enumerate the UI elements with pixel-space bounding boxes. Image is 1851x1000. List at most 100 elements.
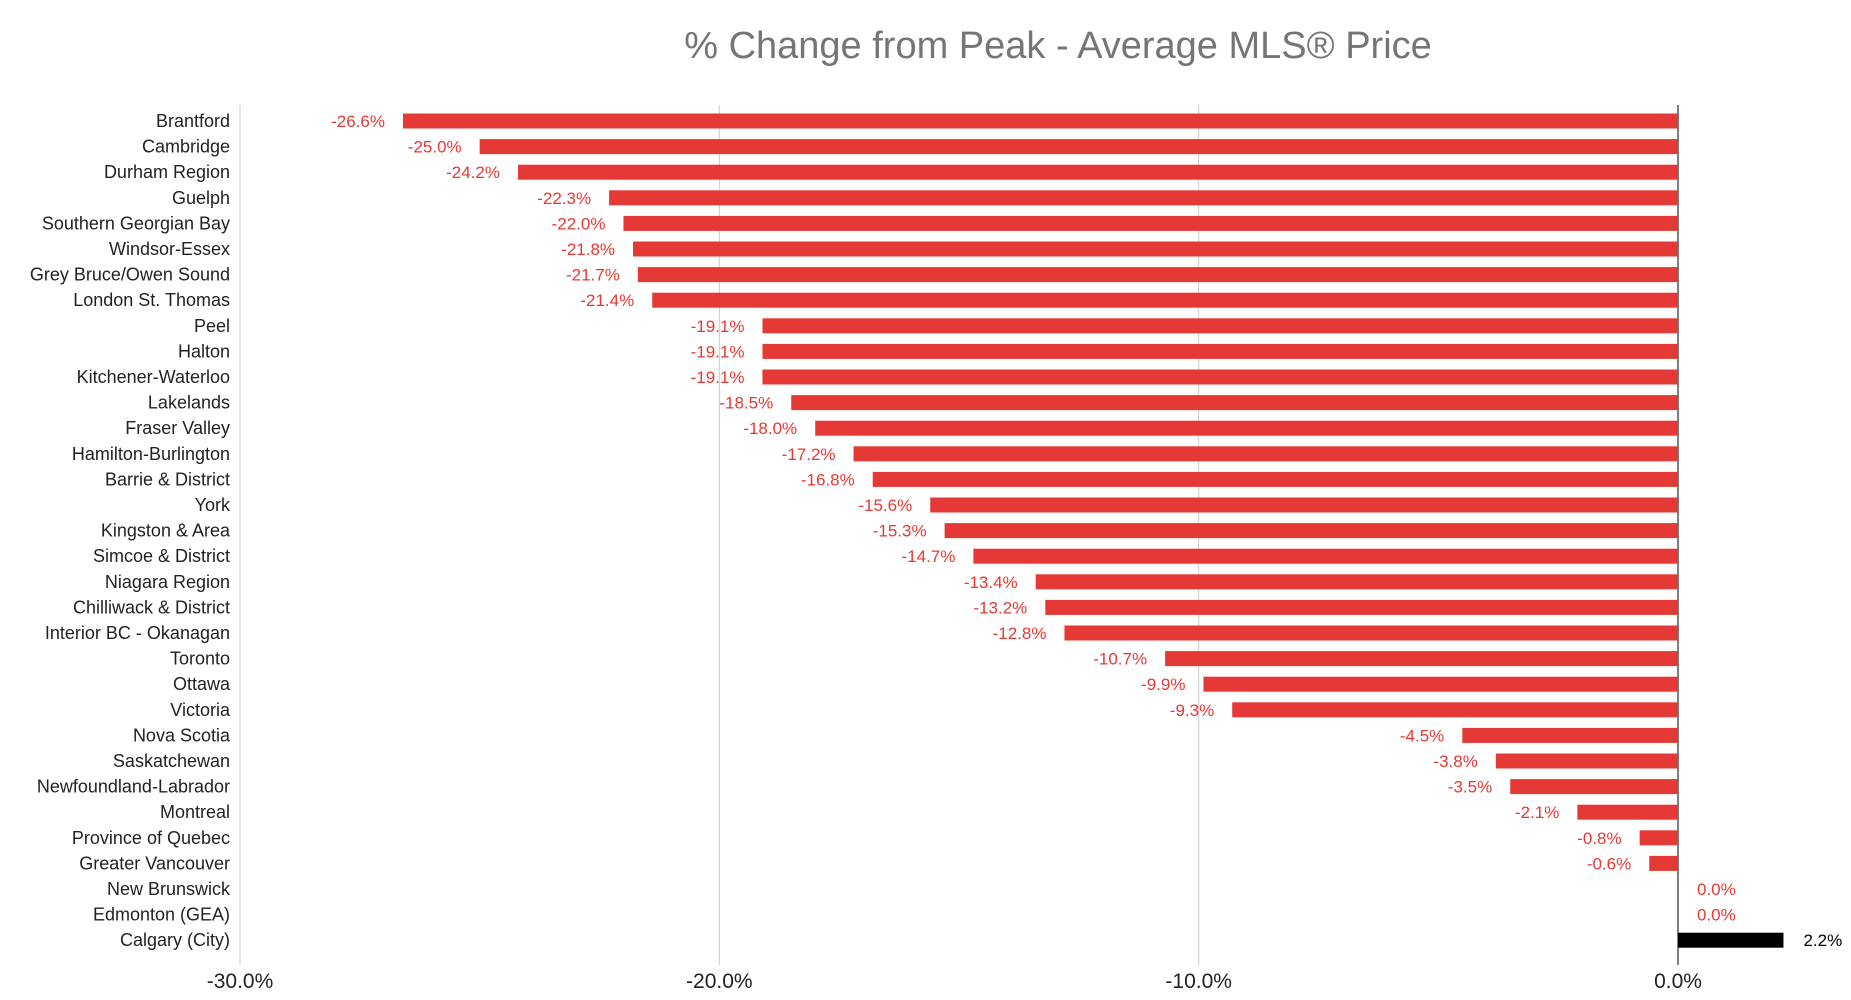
data-label: -15.3% (873, 522, 927, 541)
category-label: Southern Georgian Bay (42, 213, 230, 233)
data-label: -21.8% (561, 240, 615, 259)
category-label: Fraser Valley (125, 418, 230, 438)
category-label: London St. Thomas (73, 290, 230, 310)
category-label: Kitchener-Waterloo (77, 367, 230, 387)
category-label: Toronto (170, 649, 230, 669)
category-label: Greater Vancouver (79, 853, 230, 873)
category-label: Victoria (170, 700, 231, 720)
bar (1678, 932, 1784, 948)
x-tick-label: -20.0% (686, 970, 753, 993)
x-tick-label: 0.0% (1654, 970, 1702, 993)
category-label: Saskatchewan (113, 751, 230, 771)
bar (623, 215, 1678, 231)
bar (1649, 855, 1678, 871)
data-label: 2.2% (1803, 931, 1842, 950)
data-label: -13.4% (964, 573, 1018, 592)
data-label: -10.7% (1093, 650, 1147, 669)
data-label: -15.6% (858, 496, 912, 515)
bars (402, 113, 1784, 948)
data-label: -2.1% (1515, 803, 1559, 822)
data-label: -3.5% (1448, 778, 1492, 797)
data-label: -0.8% (1577, 829, 1621, 848)
category-label: Ottawa (173, 674, 231, 694)
category-label: Peel (194, 316, 230, 336)
bar (815, 420, 1678, 436)
bar (1639, 830, 1678, 846)
data-label: -3.8% (1433, 752, 1477, 771)
data-label: -22.0% (552, 214, 606, 233)
bar (637, 267, 1678, 283)
data-label: -13.2% (973, 598, 1027, 617)
bar (1035, 574, 1678, 590)
bar (944, 523, 1678, 539)
data-label: -9.9% (1141, 675, 1185, 694)
bar (479, 139, 1679, 155)
bar (1510, 779, 1678, 795)
category-label: York (195, 495, 231, 515)
data-label: -19.1% (691, 317, 745, 336)
data-label: -12.8% (993, 624, 1047, 643)
bar (1462, 727, 1678, 743)
bar (1203, 676, 1678, 692)
data-label: -21.7% (566, 266, 620, 285)
category-label: Montreal (160, 802, 230, 822)
chart-title: % Change from Peak - Average MLS® Price (684, 25, 1432, 67)
data-label: -9.3% (1170, 701, 1214, 720)
category-label: Simcoe & District (93, 546, 230, 566)
x-tick-label: -10.0% (1165, 970, 1232, 993)
bar (853, 446, 1678, 462)
bar (930, 497, 1678, 513)
data-label: -17.2% (782, 445, 836, 464)
category-label: Windsor-Essex (109, 239, 230, 259)
labels: -30.0% -20.0% -10.0% 0.0% Brantford -26.6% Cam… (30, 111, 1842, 993)
data-label: -14.7% (902, 547, 956, 566)
bar (402, 113, 1678, 129)
category-label: Nova Scotia (133, 725, 231, 745)
bar (1165, 651, 1678, 667)
bar (1232, 702, 1678, 718)
data-label: -4.5% (1400, 726, 1444, 745)
bar (1064, 625, 1678, 641)
category-label: Brantford (156, 111, 230, 131)
bar (652, 292, 1678, 308)
category-label: Province of Quebec (72, 828, 230, 848)
data-label: 0.0% (1697, 880, 1736, 899)
data-label: -16.8% (801, 470, 855, 489)
category-label: Hamilton-Burlington (72, 444, 230, 464)
category-label: Grey Bruce/Owen Sound (30, 265, 230, 285)
bar (518, 164, 1678, 180)
bar (762, 318, 1678, 334)
bar (791, 395, 1678, 411)
category-label: Interior BC - Okanagan (45, 623, 230, 643)
data-label: -22.3% (537, 189, 591, 208)
data-label: -0.6% (1587, 854, 1631, 873)
bar (973, 548, 1678, 564)
category-label: Newfoundland-Labrador (37, 777, 230, 797)
category-label: Edmonton (GEA) (93, 905, 230, 925)
bar (762, 343, 1678, 359)
data-label: -18.5% (719, 394, 773, 413)
category-label: Cambridge (142, 137, 230, 157)
data-label: 0.0% (1697, 906, 1736, 925)
category-label: Halton (178, 341, 230, 361)
category-label: Chilliwack & District (73, 597, 230, 617)
category-label: New Brunswick (107, 879, 231, 899)
category-label: Durham Region (104, 162, 230, 182)
bar (1045, 599, 1678, 615)
data-label: -19.1% (691, 342, 745, 361)
data-label: -25.0% (408, 138, 462, 157)
bar (872, 471, 1678, 487)
data-label: -19.1% (691, 368, 745, 387)
category-label: Barrie & District (105, 469, 230, 489)
bar (609, 190, 1678, 206)
category-label: Kingston & Area (101, 521, 231, 541)
bar (1495, 753, 1678, 769)
data-label: -26.6% (331, 112, 385, 131)
data-label: -18.0% (743, 419, 797, 438)
category-label: Guelph (172, 188, 230, 208)
bar (633, 241, 1678, 257)
category-label: Niagara Region (105, 572, 230, 592)
category-label: Lakelands (148, 393, 230, 413)
